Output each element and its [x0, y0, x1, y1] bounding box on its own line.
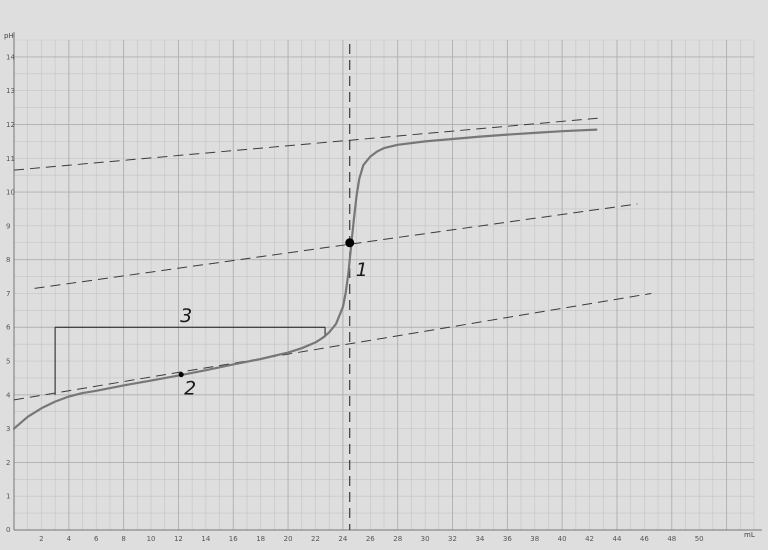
y-tick-label: 8 — [6, 256, 10, 264]
x-tick-label: 20 — [284, 535, 293, 543]
series-line — [12, 128, 598, 430]
y-tick-label: 11 — [6, 155, 15, 163]
x-tick-label: 22 — [311, 535, 320, 543]
x-tick-label: 48 — [667, 535, 676, 543]
y-tick-label: 1 — [6, 493, 10, 501]
x-tick-label: 26 — [366, 535, 375, 543]
guide-lines — [13, 44, 652, 530]
x-tick-label: 50 — [695, 535, 704, 543]
tangent-line — [13, 117, 604, 171]
x-tick-label: 18 — [256, 535, 265, 543]
origin-label: 0 — [6, 526, 10, 534]
x-tick-label: 4 — [67, 535, 72, 543]
y-tick-label: 4 — [6, 391, 11, 399]
x-tick-label: 42 — [585, 535, 594, 543]
x-tick-label: 34 — [475, 535, 484, 543]
y-tick-label: 14 — [6, 53, 15, 61]
x-tick-label: 10 — [147, 535, 156, 543]
y-tick-label: 9 — [6, 222, 10, 230]
x-tick-label: 24 — [338, 535, 347, 543]
y-tick-label: 5 — [6, 358, 10, 366]
titration-curve — [12, 128, 598, 430]
marked-points: 12 — [178, 238, 368, 400]
y-tick-label: 3 — [6, 425, 10, 433]
x-tick-label: 40 — [558, 535, 567, 543]
tangent-line — [13, 292, 652, 401]
x-tick-label: 12 — [174, 535, 183, 543]
tick-labels: 2 4 6 8 10 12 14 16 18 20 22 24 26 28 30 32 34 36 38 40 42 44… — [6, 53, 704, 543]
x-tick-label: 30 — [421, 535, 430, 543]
bracket-label: 3 — [180, 305, 192, 327]
x-tick-label: 2 — [39, 535, 43, 543]
point-label: 1 — [356, 259, 368, 281]
x-tick-label: 28 — [393, 535, 402, 543]
point-marker — [178, 371, 184, 378]
axes — [13, 32, 762, 531]
x-tick-label: 16 — [229, 535, 238, 543]
x-axis-label: mL — [744, 531, 755, 539]
y-tick-label: 10 — [6, 189, 15, 197]
tangent-line — [34, 203, 638, 289]
x-tick-label: 32 — [448, 535, 457, 543]
y-tick-label: 6 — [6, 324, 11, 332]
x-tick-label: 14 — [201, 535, 210, 543]
bracket-annotation: 3 — [54, 305, 326, 395]
y-tick-label: 12 — [6, 121, 15, 129]
x-tick-label: 46 — [640, 535, 649, 543]
x-tick-label: 44 — [613, 535, 622, 543]
x-tick-label: 6 — [94, 535, 99, 543]
x-tick-label: 8 — [121, 535, 125, 543]
x-tick-label: 38 — [530, 535, 539, 543]
point-marker — [345, 238, 355, 248]
y-tick-label: 13 — [6, 87, 15, 95]
point-label: 2 — [184, 378, 196, 400]
y-axis-label: pH — [4, 32, 14, 40]
x-tick-label: 36 — [503, 535, 512, 543]
y-tick-label: 2 — [6, 459, 10, 467]
y-tick-label: 7 — [6, 290, 10, 298]
